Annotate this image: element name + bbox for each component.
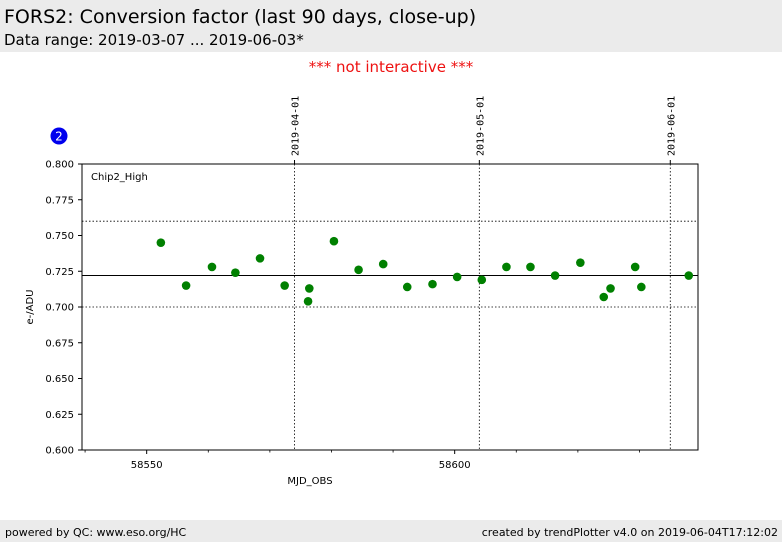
y-tick-label: 0.725 <box>45 267 74 278</box>
data-point <box>684 271 694 280</box>
powered-by-text: powered by QC: www.eso.org/HC <box>5 526 187 539</box>
chip-number-badge: 2 <box>50 127 68 145</box>
data-point <box>255 254 265 263</box>
not-interactive-notice: *** not interactive *** <box>308 58 474 76</box>
data-point <box>502 262 511 272</box>
date-marker-label: 2019-05-01 <box>475 96 486 156</box>
data-point <box>280 281 289 290</box>
data-point <box>637 282 646 292</box>
y-tick-label: 0.700 <box>45 303 74 314</box>
data-point <box>305 284 314 293</box>
y-tick-label: 0.800 <box>45 160 74 171</box>
badge-label: 2 <box>55 130 63 144</box>
header-bar: FORS2: Conversion factor (last 90 days, … <box>0 0 782 52</box>
chart: 2 2019-04-01 2019-05-01 2019-06-01 0.600 0.6… <box>25 96 699 487</box>
data-point <box>576 258 585 267</box>
data-range-subtitle: Data range: 2019-03-07 ... 2019-06-03* <box>4 31 304 49</box>
y-tick-label: 0.625 <box>45 410 74 421</box>
data-point <box>402 282 412 292</box>
y-tick-label: 0.650 <box>45 374 74 385</box>
footer-bar: powered by QC: www.eso.org/HC created by… <box>0 520 782 542</box>
data-point <box>303 296 313 306</box>
data-point <box>329 236 339 246</box>
data-point <box>526 262 535 272</box>
y-tick-label: 0.775 <box>45 195 74 206</box>
date-marker-label: 2019-06-01 <box>666 96 677 156</box>
data-point <box>231 268 240 277</box>
y-tick-label: 0.750 <box>45 231 74 242</box>
badge-circle <box>50 127 68 145</box>
y-axis-title: e-/ADU <box>25 290 36 325</box>
data-point <box>378 259 388 269</box>
data-point <box>354 265 363 275</box>
data-point <box>606 284 615 293</box>
created-by-text: created by trendPlotter v4.0 on 2019-06-… <box>481 526 778 539</box>
data-point <box>156 238 166 247</box>
y-tick-label: 0.675 <box>45 338 74 349</box>
panel-label: Chip2_High <box>91 172 148 183</box>
date-marker-label: 2019-04-01 <box>291 96 302 156</box>
data-point <box>550 271 560 280</box>
data-point <box>477 275 487 285</box>
page-title: FORS2: Conversion factor (last 90 days, … <box>4 6 477 28</box>
data-point <box>630 262 640 272</box>
x-axis-title: MJD_OBS <box>287 476 332 487</box>
data-point <box>207 262 217 272</box>
x-tick-label: 58550 <box>131 460 163 471</box>
data-point <box>599 292 609 302</box>
data-point <box>452 272 462 282</box>
x-tick-label: 58600 <box>439 460 471 471</box>
y-tick-label: 0.600 <box>45 446 74 457</box>
data-point <box>181 281 191 290</box>
data-point <box>428 279 437 289</box>
